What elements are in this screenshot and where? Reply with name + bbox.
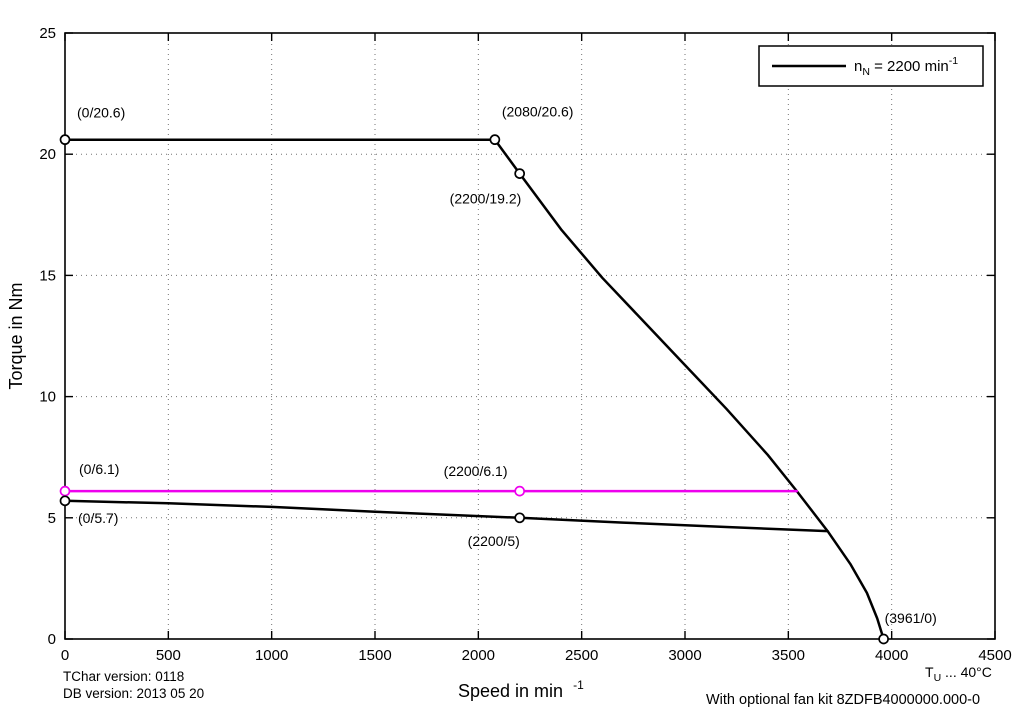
point-label: (2200/19.2) xyxy=(450,191,522,207)
data-point-marker xyxy=(59,134,71,146)
legend: nN = 2200 min-1 xyxy=(758,45,984,87)
point-label: (0/20.6) xyxy=(77,105,125,121)
fan-kit-note: With optional fan kit 8ZDFB4000000.000-0 xyxy=(706,692,980,708)
continuous-torque-curve xyxy=(63,499,829,533)
x-tick-label: 1500 xyxy=(358,647,391,664)
data-point-marker xyxy=(514,512,526,524)
y-tick-label: 15 xyxy=(39,267,56,284)
data-point-marker xyxy=(59,495,71,507)
marker-layer xyxy=(59,134,889,645)
x-tick-label: 3000 xyxy=(668,647,701,664)
x-tick-label: 3500 xyxy=(772,647,805,664)
data-point-marker xyxy=(514,485,526,497)
point-label: (2080/20.6) xyxy=(502,104,574,120)
y-tick-labels: 0 5 10 15 20 25 xyxy=(39,25,56,648)
point-label: (2200/5) xyxy=(468,533,520,549)
y-tick-label: 0 xyxy=(48,631,56,648)
data-point-marker xyxy=(878,633,889,645)
grid-layer xyxy=(66,34,994,638)
tick-layer xyxy=(64,32,996,640)
y-axis-title: Torque in Nm xyxy=(6,282,26,389)
y-tick-label: 10 xyxy=(39,389,56,406)
point-label: (2200/6.1) xyxy=(444,463,508,479)
x-tick-label: 4000 xyxy=(875,647,908,664)
x-axis-title: Speed in min -1 xyxy=(458,678,584,701)
point-label-layer: (0/20.6) (2080/20.6) (2200/19.2) (0/6.1) (22… xyxy=(77,104,937,626)
x-tick-label: 500 xyxy=(156,647,181,664)
x-tick-labels: 0 500 1000 1500 2000 2500 3000 3500 4000 4500 xyxy=(61,647,1012,664)
legend-entry: nN = 2200 min-1 xyxy=(854,55,958,78)
x-tick-label: 2000 xyxy=(462,647,495,664)
point-label: (0/5.7) xyxy=(78,510,118,526)
plot-border xyxy=(64,32,996,640)
data-point-marker xyxy=(59,485,71,497)
x-axis-title-superscript: -1 xyxy=(573,678,584,692)
y-tick-label: 20 xyxy=(39,146,56,163)
x-tick-label: 2500 xyxy=(565,647,598,664)
point-label: (0/6.1) xyxy=(79,461,119,477)
y-tick-label: 25 xyxy=(39,25,56,42)
x-tick-label: 0 xyxy=(61,647,69,664)
tchar-version-text: TChar version: 0118 xyxy=(63,669,184,684)
x-tick-label: 4500 xyxy=(978,647,1011,664)
y-tick-label: 5 xyxy=(48,510,56,527)
peak-torque-curve xyxy=(63,138,885,641)
x-tick-label: 1000 xyxy=(255,647,288,664)
point-label: (3961/0) xyxy=(885,610,937,626)
data-point-marker xyxy=(489,134,501,146)
curve-layer xyxy=(63,138,885,641)
ambient-temperature-text: TU ... 40°C xyxy=(925,664,992,684)
data-point-marker xyxy=(514,168,526,179)
db-version-text: DB version: 2013 05 20 xyxy=(63,686,204,701)
